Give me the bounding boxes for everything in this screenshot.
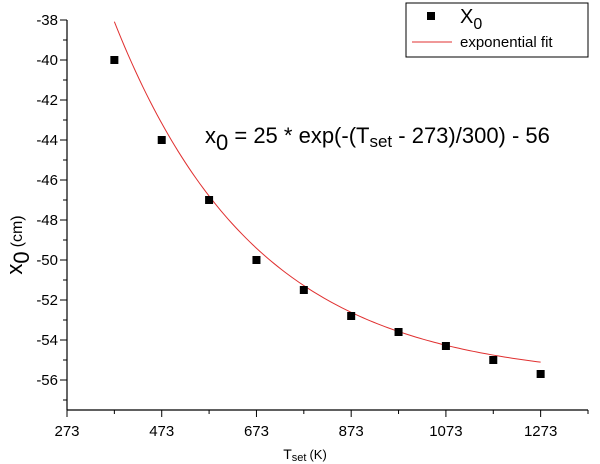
data-points-layer (110, 56, 545, 378)
exponential-fit-line (113, 21, 541, 363)
data-point (205, 196, 214, 204)
data-point (489, 356, 498, 364)
data-point (441, 342, 450, 350)
y-tick-label: -50 (36, 252, 58, 269)
y-axis-ticks: -56 -54 -52 -50 -48 -46 -44 -42 -40 -38 (36, 12, 67, 401)
x-axis-label: Tset (K) (283, 446, 327, 464)
y-axis-label: x0(cm) (2, 215, 34, 274)
data-point (394, 328, 403, 336)
y-tick-label: -38 (36, 12, 58, 29)
x-tick-label: 1273 (524, 423, 557, 440)
y-tick-label: -44 (36, 132, 58, 149)
axes (66, 20, 588, 411)
data-point (536, 370, 545, 378)
y-tick-label: -54 (36, 332, 58, 349)
legend: X0 exponential fit (405, 2, 589, 58)
legend-box (405, 2, 589, 58)
x-tick-label: 673 (244, 423, 269, 440)
data-point (110, 56, 119, 64)
x-axis-ticks: 273 473 673 873 1073 1273 (54, 410, 589, 440)
y-tick-label: -52 (36, 292, 58, 309)
x-tick-label: 1073 (429, 423, 462, 440)
fit-line-layer (113, 21, 541, 363)
fit-formula-annotation: x0 = 25 * exp(-(Tset - 273)/300) - 56 (205, 123, 550, 155)
legend-marker-square (427, 12, 435, 20)
x-tick-label: 273 (54, 423, 79, 440)
data-point (347, 312, 356, 320)
legend-entry-x0: X0 (460, 6, 482, 33)
y-tick-label: -48 (36, 212, 58, 229)
x-tick-label: 473 (149, 423, 174, 440)
y-tick-label: -42 (36, 92, 58, 109)
y-tick-label: -46 (36, 172, 58, 189)
y-tick-label: -40 (36, 52, 58, 69)
y-tick-label: -56 (36, 372, 58, 389)
x-tick-label: 873 (339, 423, 364, 440)
data-point (299, 286, 308, 294)
legend-entry-fit: exponential fit (460, 34, 553, 51)
data-point (157, 136, 166, 144)
data-point (252, 256, 261, 264)
